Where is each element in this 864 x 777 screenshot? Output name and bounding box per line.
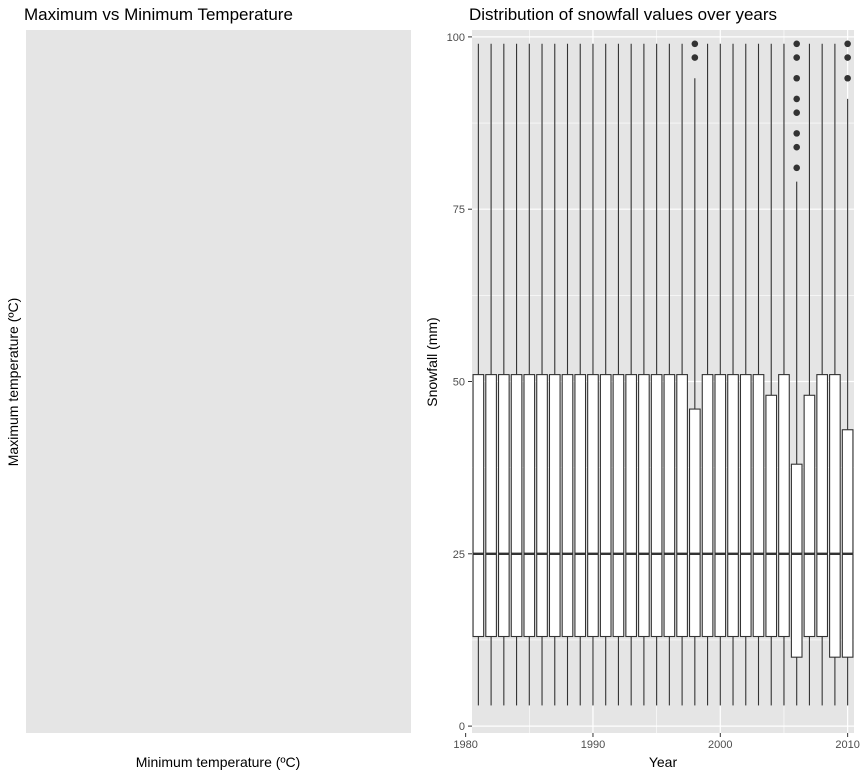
boxplot-title: Distribution of snowfall values over yea… [469, 5, 777, 24]
box-iqr [638, 374, 650, 638]
box-1983 [497, 43, 510, 706]
outlier-point [793, 40, 800, 48]
box-1988 [561, 43, 574, 706]
box-iqr [778, 374, 790, 638]
boxplot-axes: 1980 1990 2000 2010 0 25 50 75 100 [447, 32, 860, 751]
box-iqr [625, 374, 638, 638]
box-1987 [548, 43, 561, 706]
y-tick-label: 25 [453, 549, 465, 561]
box-iqr [523, 374, 536, 638]
box-1993 [625, 43, 638, 706]
box-2007 [803, 43, 816, 706]
outlier-point [844, 54, 851, 61]
box-iqr [701, 374, 714, 638]
outlier-point [793, 164, 800, 172]
box-iqr [803, 394, 816, 638]
outlier-point [691, 40, 699, 48]
boxplot-x-axis-title: Year [649, 754, 678, 770]
outlier-point [844, 74, 851, 82]
scatter-y-axis-title: Maximum temperature (ºC) [5, 298, 21, 466]
box-2002 [739, 43, 752, 706]
box-1989 [574, 43, 587, 706]
scatter-panel-background [26, 30, 411, 733]
outlier-point [691, 54, 699, 61]
outlier-point [793, 109, 800, 117]
box-2004 [765, 43, 778, 706]
box-iqr [485, 374, 497, 638]
box-2010 [841, 40, 854, 706]
box-1996 [663, 43, 676, 706]
box-iqr [752, 374, 765, 638]
box-iqr [790, 463, 803, 658]
y-tick-label: 0 [459, 721, 465, 733]
box-2008 [816, 43, 829, 706]
outlier-point [793, 74, 800, 82]
box-iqr [816, 374, 829, 638]
box-iqr [727, 374, 739, 638]
box-1999 [701, 43, 714, 706]
outlier-point [844, 40, 851, 48]
box-iqr [612, 374, 625, 638]
box-2003 [752, 43, 765, 706]
scatter-chart: Maximum vs Minimum Temperature Minimum t… [5, 5, 411, 770]
y-tick-label: 75 [453, 204, 465, 216]
box-1998 [688, 40, 701, 706]
box-2001 [727, 43, 739, 706]
box-iqr [574, 374, 587, 638]
box-iqr [663, 374, 676, 638]
box-2000 [714, 43, 727, 706]
box-iqr [650, 374, 663, 638]
box-1994 [638, 43, 650, 706]
box-iqr [472, 374, 485, 638]
boxplot-chart: Distribution of snowfall values over yea… [424, 5, 860, 770]
y-tick-label: 100 [447, 32, 465, 44]
box-1991 [599, 43, 612, 706]
box-iqr [561, 374, 574, 638]
box-iqr [599, 374, 612, 638]
boxplot-y-axis-title: Snowfall (mm) [424, 317, 440, 406]
x-tick-label: 2000 [708, 739, 732, 751]
box-1990 [587, 43, 599, 706]
outlier-point [793, 130, 800, 137]
box-1985 [523, 43, 536, 706]
box-iqr [829, 374, 841, 658]
box-iqr [765, 394, 778, 638]
box-iqr [510, 374, 523, 638]
box-1982 [485, 43, 497, 706]
scatter-x-axis-title: Minimum temperature (ºC) [136, 754, 301, 770]
box-1992 [612, 43, 625, 706]
box-iqr [688, 408, 701, 638]
box-iqr [587, 374, 599, 638]
box-iqr [714, 374, 727, 638]
box-1986 [536, 43, 548, 706]
box-iqr [536, 374, 548, 638]
box-1984 [510, 43, 523, 706]
box-iqr [841, 429, 854, 658]
box-2006 [790, 40, 803, 706]
box-2005 [778, 43, 790, 706]
outlier-point [793, 143, 800, 151]
box-iqr [676, 374, 688, 638]
box-iqr [739, 374, 752, 638]
x-tick-label: 2010 [835, 739, 859, 751]
x-tick-label: 1980 [453, 739, 477, 751]
y-tick-label: 50 [453, 377, 465, 389]
outlier-point [793, 54, 800, 61]
scatter-title: Maximum vs Minimum Temperature [24, 5, 293, 24]
box-1981 [472, 43, 485, 706]
box-iqr [497, 374, 510, 638]
boxplot-boxes [472, 40, 854, 706]
x-tick-label: 1990 [581, 739, 605, 751]
box-2009 [829, 43, 841, 706]
box-1997 [676, 43, 688, 706]
box-1995 [650, 43, 663, 706]
box-iqr [548, 374, 561, 638]
outlier-point [793, 95, 800, 103]
